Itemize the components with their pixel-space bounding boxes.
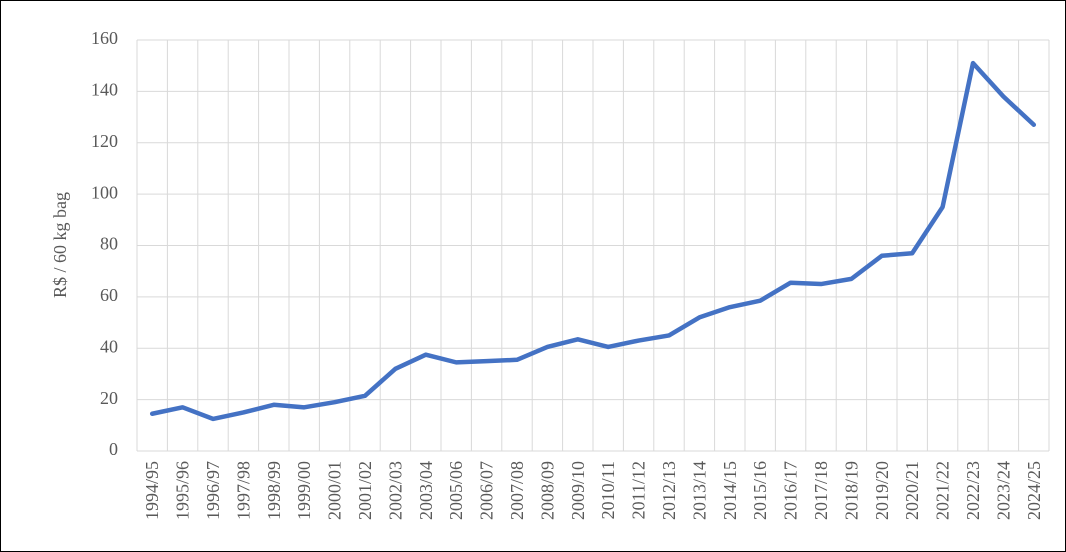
x-tick-label: 2005/06 <box>446 461 466 520</box>
x-tick-label: 2023/24 <box>993 461 1013 520</box>
x-tick-label: 2003/04 <box>416 461 436 520</box>
x-tick-label: 2008/09 <box>537 461 557 520</box>
x-tick-label: 1994/95 <box>142 461 162 520</box>
x-tick-label: 2007/08 <box>507 461 527 520</box>
y-tick-label: 160 <box>91 28 118 48</box>
x-tick-label: 1996/97 <box>203 461 223 520</box>
x-tick-label: 2016/17 <box>781 461 801 520</box>
x-tick-label: 2021/22 <box>933 461 953 520</box>
x-tick-label: 2000/01 <box>325 461 345 520</box>
x-tick-label: 2002/03 <box>385 461 405 520</box>
data-line <box>149 60 1037 422</box>
x-tick-label: 2013/14 <box>689 461 709 520</box>
x-tick-label: 2012/13 <box>659 461 679 520</box>
x-tick-label: 2011/12 <box>629 461 649 519</box>
x-tick-label: 2006/07 <box>477 461 497 520</box>
y-tick-label: 120 <box>91 131 118 151</box>
x-tick-label: 2010/11 <box>598 461 618 519</box>
y-tick-label: 0 <box>109 439 118 459</box>
x-tick-label: 2018/19 <box>841 461 861 520</box>
x-tick-label: 1995/96 <box>173 461 193 520</box>
x-tick-label: 2024/25 <box>1024 461 1044 520</box>
y-tick-label: 80 <box>100 234 118 254</box>
x-tick-label: 2022/23 <box>963 461 983 520</box>
x-tick-label: 2017/18 <box>811 461 831 520</box>
x-tick-label: 1997/98 <box>233 461 253 520</box>
y-tick-label: 40 <box>100 336 118 356</box>
x-tick-label: 2014/15 <box>720 461 740 520</box>
x-tick-label: 2020/21 <box>902 461 922 520</box>
x-tick-label: 2019/20 <box>872 461 892 520</box>
y-tick-label: 60 <box>100 285 118 305</box>
x-tick-label: 1999/00 <box>294 461 314 520</box>
y-tick-label: 20 <box>100 388 118 408</box>
y-tick-label: 100 <box>91 182 118 202</box>
x-tick-label: 2001/02 <box>355 461 375 520</box>
x-tick-label: 2009/10 <box>568 461 588 520</box>
x-tick-label: 2015/16 <box>750 461 770 520</box>
y-tick-label: 140 <box>91 80 118 100</box>
y-axis-title: R$ / 60 kg bag <box>50 192 70 298</box>
x-tick-label: 1998/99 <box>264 461 284 520</box>
